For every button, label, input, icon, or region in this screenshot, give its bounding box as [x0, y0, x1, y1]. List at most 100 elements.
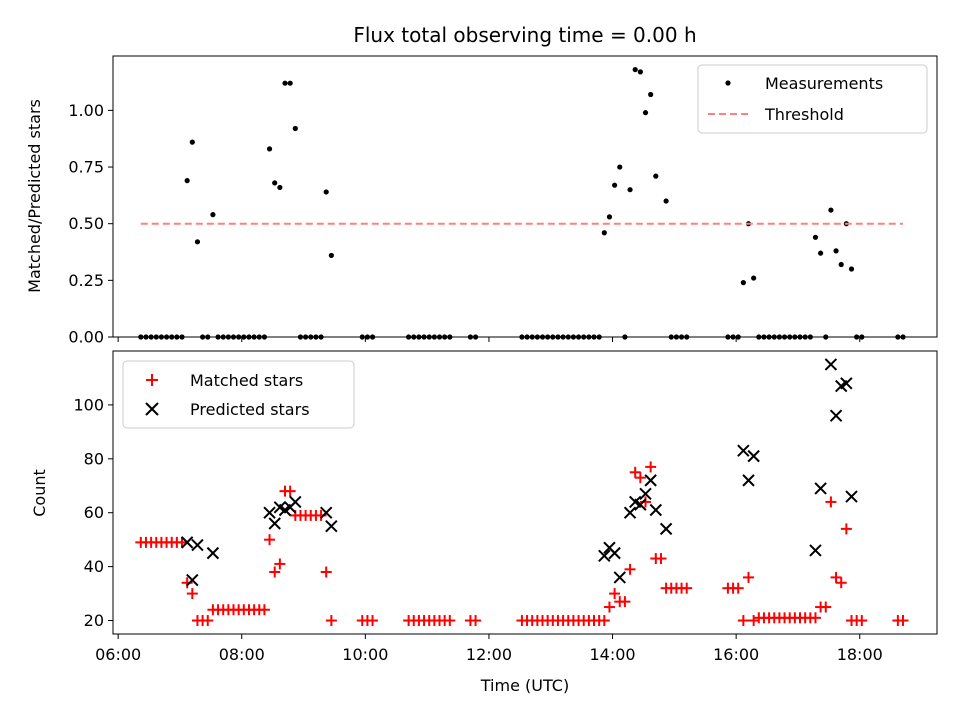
matched-stars-point: [743, 571, 755, 583]
measurements-point: [303, 334, 309, 340]
matched-stars-point: [603, 601, 615, 613]
bottom-panel: 20 40 60 80 100 06:00 08:00 10:00 12:00 14:00 16:…: [30, 350, 938, 695]
predicted-stars-point: [809, 544, 822, 557]
legend-box: [697, 64, 928, 134]
x-tick-label: 12:00: [466, 645, 512, 664]
measurements-point: [601, 230, 607, 236]
top-panel-y-axis: 0.00 0.25 0.50 0.75 1.00: [68, 101, 113, 347]
measurements-point: [467, 334, 474, 340]
measurements-point: [241, 334, 247, 340]
predicted-stars-point: [659, 522, 673, 536]
top-panel-series: [138, 66, 906, 340]
measurements-point: [230, 334, 237, 340]
measurements-point: [761, 334, 767, 340]
measurements-point: [807, 334, 813, 340]
predicted-stars-point: [268, 517, 281, 530]
matched-stars-point: [470, 615, 482, 627]
measurements-point: [570, 334, 577, 340]
bottom-panel-series: [135, 358, 909, 627]
legend-label-threshold: Threshold: [764, 105, 844, 124]
measurements-point: [606, 214, 613, 220]
measurements-point: [323, 189, 329, 195]
legend-marker-predicted-stars: [145, 402, 159, 416]
measurements-point: [818, 250, 824, 256]
measurements-point: [591, 334, 597, 340]
measurements-point: [215, 334, 221, 340]
measurements-point: [436, 334, 443, 340]
measurements-point: [220, 334, 226, 340]
measurements-point: [833, 248, 839, 254]
predicted-stars-point: [613, 571, 626, 584]
legend-box: [122, 360, 355, 429]
bottom-panel-frame: [112, 350, 938, 635]
predicted-stars-point: [814, 482, 827, 495]
y-tick-label: 1.00: [68, 101, 104, 120]
measurements-point: [447, 334, 453, 340]
measurements-point: [163, 334, 170, 340]
y-tick-label: 40: [84, 557, 104, 576]
matched-stars-point: [284, 485, 296, 497]
legend-label-measurements: Measurements: [765, 74, 883, 93]
matched-stars-point: [655, 553, 667, 565]
matched-stars-point: [825, 496, 837, 508]
predicted-stars-point: [608, 546, 621, 560]
measurements-point: [642, 110, 649, 116]
bottom-panel-y-axis: 20 40 60 80 100: [73, 395, 113, 630]
measurements-point: [823, 334, 829, 340]
predicted-stars-point: [263, 506, 276, 519]
measurements-point: [297, 334, 304, 340]
y-tick-label: 0.50: [68, 214, 104, 233]
measurements-point: [575, 334, 582, 340]
predicted-stars-point: [737, 444, 750, 457]
predicted-stars-point: [639, 487, 652, 501]
measurements-point: [838, 261, 844, 268]
y-tick-label: 100: [73, 395, 104, 414]
x-axis-label: Time (UTC): [480, 676, 569, 695]
chart-title: Flux total observing time = 0.00 h: [353, 23, 696, 47]
measurements-point: [539, 334, 546, 340]
measurements-point: [251, 334, 257, 340]
bottom-panel-x-axis: 06:00 08:00 10:00 12:00 14:00 16:00 18:00: [95, 634, 883, 664]
measurements-point: [179, 334, 185, 340]
predicted-stars-point: [747, 449, 760, 463]
matched-stars-point: [856, 615, 868, 627]
matched-stars-point: [274, 558, 286, 570]
measurements-point: [550, 334, 556, 340]
predicted-stars-point: [840, 377, 853, 390]
matched-stars-point: [809, 612, 821, 624]
bottom-panel-y-label: Count: [30, 469, 49, 517]
measurements-point: [266, 146, 273, 152]
x-tick-label: 14:00: [589, 645, 635, 664]
measurements-point: [442, 334, 448, 340]
matched-stars-point: [645, 461, 657, 473]
measurements-point: [663, 198, 669, 204]
measurements-point: [205, 334, 211, 340]
measurements-point: [581, 334, 587, 340]
measurements-point: [653, 173, 659, 179]
measurements-point: [200, 334, 206, 340]
measurements-point: [292, 125, 298, 132]
predicted-stars-point: [598, 549, 611, 563]
measurements-point: [210, 212, 216, 218]
measurements-point: [730, 334, 736, 340]
measurements-point: [184, 178, 190, 184]
measurements-point: [277, 184, 283, 191]
measurements-point: [534, 334, 540, 340]
matched-stars-point: [609, 588, 621, 600]
measurements-point: [776, 334, 783, 340]
measurements-point: [411, 334, 417, 340]
predicted-stars-point: [320, 506, 333, 519]
measurements-point: [138, 334, 144, 340]
y-tick-label: 0.75: [68, 158, 104, 177]
measurements-point: [859, 334, 865, 340]
matched-stars-point: [325, 615, 337, 627]
x-tick-label: 18:00: [837, 645, 883, 664]
measurements-point: [596, 334, 602, 340]
measurements-point: [828, 207, 834, 213]
x-tick-label: 08:00: [219, 645, 265, 664]
measurements-point: [787, 334, 793, 340]
measurements-point: [848, 266, 855, 272]
predicted-stars-point: [634, 498, 647, 511]
measurements-point: [735, 334, 741, 340]
measurements-point: [318, 334, 324, 340]
